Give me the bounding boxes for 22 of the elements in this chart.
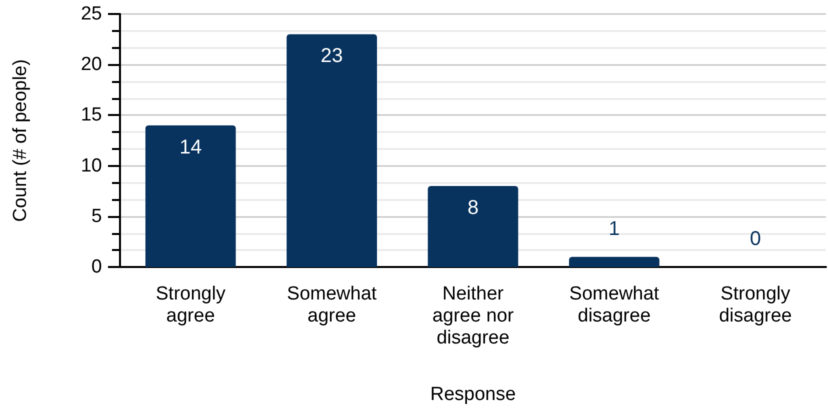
- bar: [569, 256, 660, 267]
- y-axis-title: Count (# of people): [10, 59, 31, 222]
- data-label: 14: [179, 136, 202, 158]
- bar: [428, 186, 518, 267]
- data-label: 0: [750, 228, 761, 250]
- bar: [286, 34, 377, 267]
- data-label: 23: [320, 45, 343, 68]
- y-tick-label: 5: [91, 206, 102, 227]
- x-tick-label: Strongly disagree: [718, 284, 792, 326]
- bar: [145, 125, 236, 267]
- y-tick-label: 10: [80, 155, 102, 176]
- x-tick-label: Somewhat agree: [286, 284, 378, 326]
- data-label: 8: [467, 197, 479, 220]
- y-tick-label: 20: [80, 54, 102, 76]
- y-tick-label: 15: [80, 104, 102, 126]
- y-tick-label: 25: [80, 4, 102, 24]
- y-tick-label: 0: [91, 256, 102, 278]
- x-axis-title: Response: [430, 384, 516, 405]
- x-tick-label: Strongly agree: [156, 284, 226, 326]
- x-tick-label: Somewhat disagree: [569, 284, 660, 326]
- x-tick-label: Neither agree nor disagree: [432, 284, 514, 348]
- data-label: 1: [608, 218, 620, 240]
